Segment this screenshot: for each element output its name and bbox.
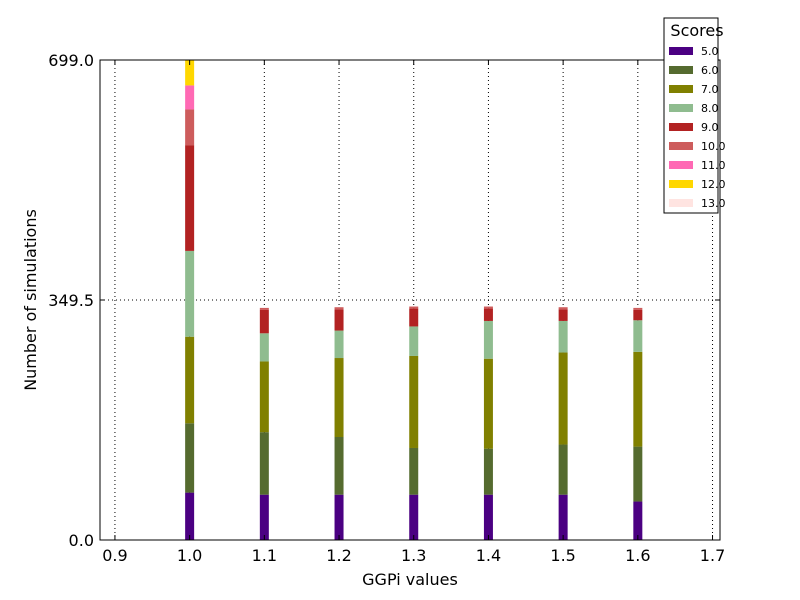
bar-segment-score-10-0 [558, 307, 568, 310]
legend-items: 5.0 6.0 7.0 8.0 9.0 10.0 11.0 12.0 13.0 [669, 45, 726, 210]
bar-segment-score-9-0 [334, 309, 344, 331]
legend-label: 13.0 [701, 197, 726, 210]
bar-segment-score-11-0 [185, 85, 195, 110]
legend: Scores 5.0 6.0 7.0 8.0 9.0 10.0 11.0 12.0 13.0 [663, 17, 726, 214]
legend-swatch [669, 180, 693, 188]
legend-swatch [669, 47, 693, 55]
bar-segment-score-9-0 [185, 145, 195, 251]
x-tick-label: 1.7 [700, 546, 725, 565]
bar-segment-score-10-0 [633, 307, 643, 310]
bar-segment-score-5-0 [185, 492, 195, 540]
bar-segment-score-5-0 [483, 494, 493, 540]
legend-swatch [669, 123, 693, 131]
bar-segment-score-6-0 [334, 436, 344, 495]
x-tick-label: 1.2 [326, 546, 351, 565]
x-axis-title: GGPi values [362, 570, 458, 589]
bars [185, 60, 643, 540]
bar-segment-score-6-0 [483, 448, 493, 495]
bar-segment-score-6-0 [185, 423, 195, 493]
bar-segment-score-8-0 [483, 320, 493, 359]
legend-title: Scores [670, 21, 723, 40]
bar-segment-score-5-0 [334, 494, 344, 540]
bar-segment-score-7-0 [334, 358, 344, 437]
bar-segment-score-6-0 [259, 432, 269, 495]
bar-segment-score-10-0 [483, 306, 493, 309]
bar-segment-score-6-0 [409, 447, 419, 495]
bar-segment-score-5-0 [558, 494, 568, 540]
legend-label: 8.0 [701, 102, 719, 115]
bar-segment-score-10-0 [185, 109, 195, 146]
bar-segment-score-7-0 [185, 336, 195, 424]
bar-segment-score-9-0 [259, 309, 269, 334]
bar-segment-score-8-0 [185, 250, 195, 337]
y-tick-label: 349.5 [48, 291, 94, 310]
bar-segment-score-5-0 [633, 501, 643, 540]
legend-label: 11.0 [701, 159, 726, 172]
legend-swatch [669, 104, 693, 112]
bar-segment-score-6-0 [633, 446, 643, 502]
bar-segment-score-10-0 [334, 307, 344, 310]
bar-segment-score-9-0 [409, 308, 419, 327]
bar-segment-score-9-0 [633, 309, 643, 321]
bar-segment-score-6-0 [558, 444, 568, 495]
x-tick-label: 1.3 [401, 546, 426, 565]
legend-label: 6.0 [701, 64, 719, 77]
legend-swatch [669, 161, 693, 169]
bar-segment-score-10-0 [409, 306, 419, 309]
bar-segment-score-8-0 [558, 320, 568, 353]
bar-segment-score-5-0 [409, 494, 419, 540]
bar-segment-score-7-0 [409, 355, 419, 448]
bar-segment-score-7-0 [259, 361, 269, 433]
legend-label: 12.0 [701, 178, 726, 191]
x-tick-label: 1.5 [550, 546, 575, 565]
ticks: 0.9 1.0 1.1 1.2 1.3 1.4 1.5 1.6 1.7 0.0 349.5 699.0 [48, 51, 725, 565]
x-tick-label: 1.6 [625, 546, 650, 565]
x-tick-label: 1.1 [252, 546, 277, 565]
legend-label: 5.0 [701, 45, 719, 58]
bar-segment-score-10-0 [259, 307, 269, 310]
legend-swatch [669, 142, 693, 150]
bar-segment-score-8-0 [259, 333, 269, 362]
bar-segment-score-7-0 [558, 352, 568, 445]
legend-label: 7.0 [701, 83, 719, 96]
bar-segment-score-12-0 [185, 60, 195, 86]
bar-segment-score-9-0 [483, 308, 493, 321]
bar-segment-score-9-0 [558, 309, 568, 321]
bar-segment-score-8-0 [409, 326, 419, 356]
legend-swatch [669, 66, 693, 74]
legend-swatch [669, 85, 693, 93]
bar-segment-score-7-0 [483, 358, 493, 449]
bar-segment-score-8-0 [633, 320, 643, 352]
legend-label: 9.0 [701, 121, 719, 134]
x-tick-label: 0.9 [102, 546, 127, 565]
y-tick-label: 0.0 [69, 531, 94, 550]
y-tick-label: 699.0 [48, 51, 94, 70]
bar-segment-score-7-0 [633, 351, 643, 447]
bar-segment-score-8-0 [334, 330, 344, 359]
bar-segment-score-5-0 [259, 494, 269, 540]
legend-swatch [669, 199, 693, 207]
legend-label: 10.0 [701, 140, 726, 153]
x-tick-label: 1.4 [476, 546, 501, 565]
y-axis-title: Number of simulations [21, 209, 40, 391]
x-tick-label: 1.0 [177, 546, 202, 565]
